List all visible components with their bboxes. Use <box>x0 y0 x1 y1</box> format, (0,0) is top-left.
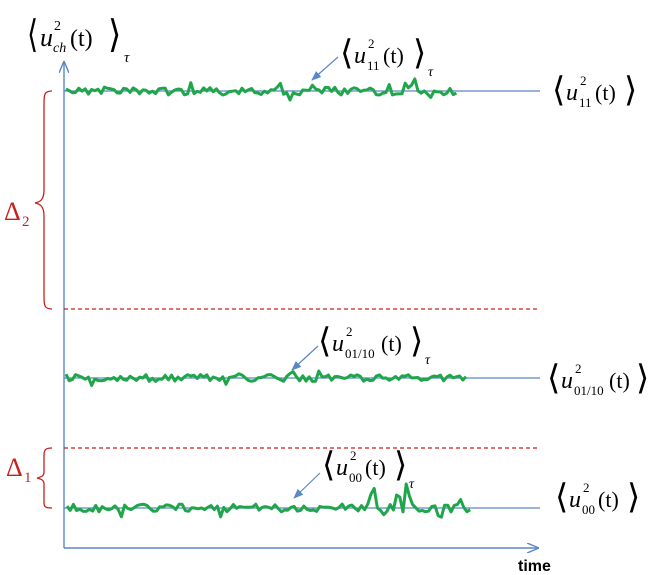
svg-text:11: 11 <box>579 95 592 110</box>
svg-text:2: 2 <box>580 73 587 88</box>
svg-text:Δ: Δ <box>6 453 23 482</box>
svg-text:⟨: ⟨ <box>322 445 335 485</box>
pointer-u11 <box>311 56 339 81</box>
svg-text:⟨: ⟨ <box>318 321 331 361</box>
svg-text:(t): (t) <box>381 331 402 356</box>
svg-text:⟨: ⟨ <box>552 70 565 110</box>
svg-text:⟨: ⟨ <box>547 358 560 398</box>
gap-label-delta1: Δ 1 <box>6 453 32 486</box>
svg-text:01/10: 01/10 <box>574 383 604 398</box>
svg-text:2: 2 <box>575 361 582 376</box>
svg-text:⟩: ⟩ <box>394 445 407 485</box>
svg-text:⟩: ⟩ <box>624 70 637 110</box>
svg-text:u: u <box>561 368 573 394</box>
avg-label-u01: ⟨ u 2 01/10 (t) ⟩ τ <box>318 321 431 368</box>
svg-text:⟩: ⟩ <box>410 321 423 361</box>
x-axis-label: time <box>518 558 551 575</box>
svg-text:2: 2 <box>54 19 61 34</box>
gap-label-delta2: Δ 2 <box>4 197 30 230</box>
svg-text:ch: ch <box>53 41 66 56</box>
svg-text:2: 2 <box>22 214 30 230</box>
pointer-u01 <box>291 345 319 371</box>
svg-text:⟩: ⟩ <box>627 477 640 517</box>
svg-text:1: 1 <box>24 470 32 486</box>
svg-text:(t): (t) <box>383 43 404 68</box>
svg-text:⟩: ⟩ <box>636 358 649 398</box>
svg-text:⟩: ⟩ <box>413 33 426 73</box>
pointer-u00 <box>293 472 321 499</box>
svg-text:Δ: Δ <box>4 197 21 226</box>
svg-text:11: 11 <box>367 58 380 73</box>
gap-brace-delta1 <box>36 447 53 509</box>
svg-text:τ: τ <box>428 65 434 80</box>
level-label-u00: ⟨ u 2 00 (t) ⟩ <box>555 477 640 517</box>
svg-text:(t): (t) <box>595 80 616 105</box>
svg-text:2: 2 <box>346 324 353 339</box>
svg-text:u: u <box>566 80 578 106</box>
svg-text:2: 2 <box>350 448 357 463</box>
svg-text:u: u <box>332 331 344 357</box>
trace-u00 <box>65 482 471 519</box>
gap-brace-delta2 <box>34 90 53 310</box>
svg-text:(t): (t) <box>598 487 619 512</box>
trace-u11 <box>65 77 458 102</box>
svg-text:⟩: ⟩ <box>108 11 121 56</box>
svg-text:u: u <box>40 23 53 52</box>
svg-text:(t): (t) <box>365 455 386 480</box>
svg-text:⟨: ⟨ <box>555 477 568 517</box>
level-label-u11: ⟨ u 2 11 (t) ⟩ <box>552 70 637 110</box>
trace-u01 <box>64 369 468 387</box>
svg-text:2: 2 <box>583 480 590 495</box>
svg-text:⟨: ⟨ <box>340 33 353 73</box>
avg-label-u11: ⟨ u 2 11 (t) ⟩ τ <box>340 33 434 80</box>
svg-text:τ: τ <box>409 477 415 492</box>
svg-text:τ: τ <box>425 353 431 368</box>
svg-text:(t): (t) <box>609 368 630 393</box>
svg-text:00: 00 <box>349 470 362 485</box>
svg-text:τ: τ <box>124 50 130 66</box>
svg-text:u: u <box>336 455 348 481</box>
level-label-u01: ⟨ u 2 01/10 (t) ⟩ <box>547 358 649 398</box>
avg-label-u00: ⟨ u 2 00 (t) ⟩ τ <box>322 445 415 492</box>
y-axis-label: ⟨ u 2 ch (t) ⟩ τ <box>27 11 130 66</box>
svg-text:u: u <box>354 43 366 69</box>
svg-text:01/10: 01/10 <box>345 346 375 361</box>
svg-text:(t): (t) <box>70 26 93 52</box>
svg-text:u: u <box>569 487 581 513</box>
svg-text:00: 00 <box>582 502 595 517</box>
svg-text:2: 2 <box>368 36 375 51</box>
svg-text:⟨: ⟨ <box>27 12 38 56</box>
